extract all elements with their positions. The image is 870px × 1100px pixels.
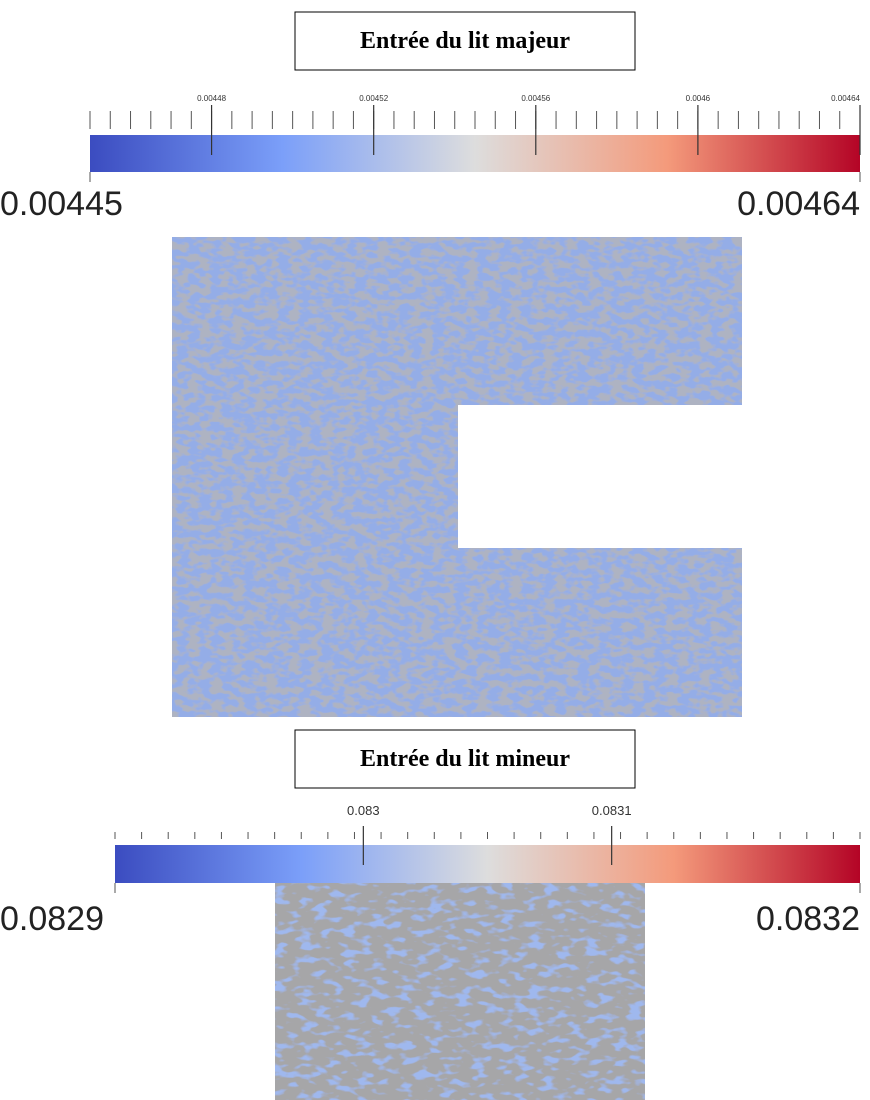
panel-title: Entrée du lit mineur <box>360 746 570 772</box>
colorbar-min: 0.00445 <box>0 185 123 223</box>
tick-label: 0.00448 <box>197 94 226 103</box>
colorbar-max: 0.00464 <box>737 185 860 223</box>
tick-label: 0.0831 <box>592 803 632 818</box>
colorbar-max: 0.0832 <box>756 900 860 938</box>
tick-label: 0.0046 <box>686 94 711 103</box>
tick-label: 0.00452 <box>359 94 388 103</box>
colorbar <box>115 845 860 883</box>
panel-title: Entrée du lit majeur <box>360 28 570 54</box>
field-map <box>172 237 742 717</box>
tick-label: 0.00456 <box>521 94 550 103</box>
tick-label: 0.083 <box>347 803 380 818</box>
field-map <box>275 848 645 1100</box>
tick-label: 0.00464 <box>831 94 860 103</box>
title-box <box>294 729 636 789</box>
title-box <box>294 11 636 71</box>
colorbar <box>90 135 860 172</box>
colorbar-min: 0.0829 <box>0 900 104 938</box>
